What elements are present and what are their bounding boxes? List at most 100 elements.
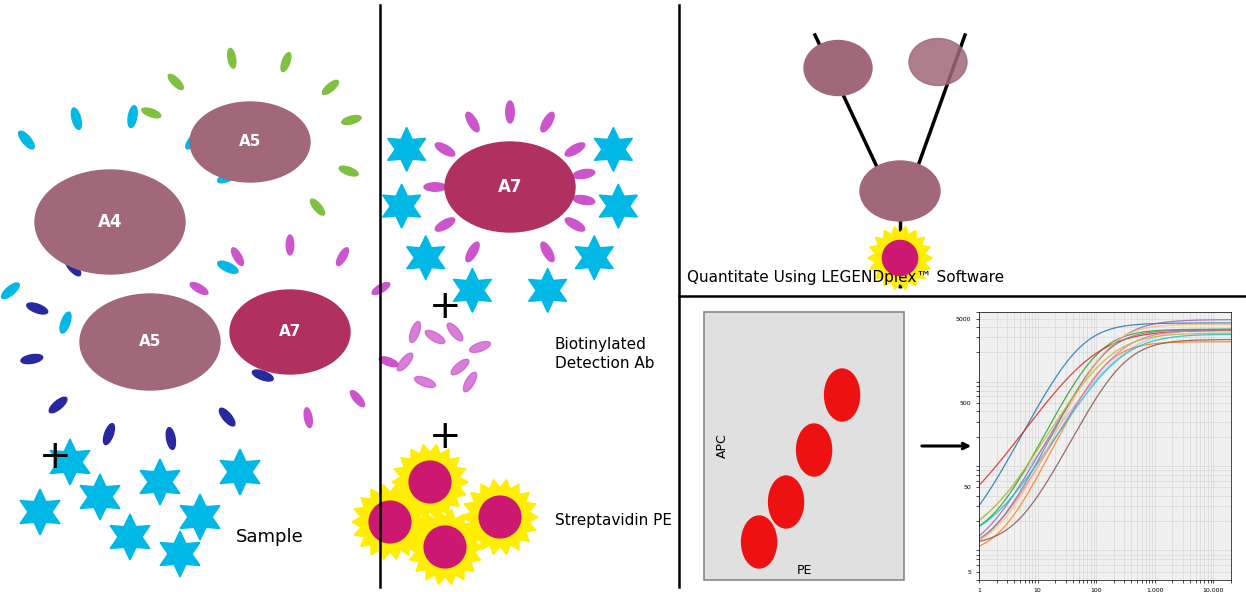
Ellipse shape [1,283,19,298]
Ellipse shape [218,261,238,274]
Ellipse shape [410,321,420,342]
Ellipse shape [573,195,594,205]
Text: +: + [39,438,71,476]
Ellipse shape [253,370,273,381]
Ellipse shape [339,166,358,176]
Ellipse shape [541,242,554,262]
Ellipse shape [573,169,594,179]
Ellipse shape [336,248,349,266]
Ellipse shape [415,377,435,388]
Ellipse shape [218,170,238,183]
Ellipse shape [447,323,462,341]
Ellipse shape [80,294,221,390]
Text: +: + [429,288,461,326]
Ellipse shape [480,496,521,538]
Polygon shape [388,127,426,171]
Text: A7: A7 [279,324,302,339]
Ellipse shape [323,81,339,94]
Text: APC: APC [715,433,729,458]
Ellipse shape [287,235,294,255]
Ellipse shape [435,218,455,231]
Text: Streptavidin PE: Streptavidin PE [554,513,672,527]
Text: +: + [429,418,461,456]
Ellipse shape [451,359,468,375]
Ellipse shape [506,101,515,123]
Ellipse shape [566,218,584,231]
Ellipse shape [35,170,184,274]
Ellipse shape [466,242,480,262]
Ellipse shape [860,161,939,221]
Ellipse shape [282,53,290,72]
Ellipse shape [350,391,365,407]
Ellipse shape [910,38,967,85]
Polygon shape [406,236,445,279]
Polygon shape [407,510,483,584]
Text: PE: PE [796,564,811,577]
Text: Sample: Sample [237,528,304,546]
Ellipse shape [142,108,161,118]
Polygon shape [576,236,613,279]
Polygon shape [383,184,421,228]
Text: Quantitate Using LEGENDplex™ Software: Quantitate Using LEGENDplex™ Software [687,271,1004,285]
Ellipse shape [228,49,235,68]
Ellipse shape [71,108,81,129]
Polygon shape [110,514,150,560]
Ellipse shape [409,461,451,503]
Ellipse shape [219,408,235,426]
Polygon shape [599,184,638,228]
Ellipse shape [191,282,208,294]
FancyBboxPatch shape [704,312,905,580]
Polygon shape [20,489,60,535]
Polygon shape [140,459,179,505]
Ellipse shape [470,342,491,352]
Ellipse shape [128,106,137,127]
Text: A5: A5 [138,334,161,349]
Text: Biotinylated
Detection Ab: Biotinylated Detection Ab [554,337,654,371]
Ellipse shape [741,516,776,568]
Polygon shape [50,439,90,485]
Ellipse shape [304,408,313,427]
Ellipse shape [424,526,466,568]
Ellipse shape [103,424,115,445]
Ellipse shape [27,303,47,314]
Polygon shape [159,531,199,577]
Ellipse shape [186,131,202,149]
Ellipse shape [258,320,279,330]
Ellipse shape [566,143,584,156]
Ellipse shape [341,115,361,124]
Ellipse shape [424,183,446,191]
Ellipse shape [373,282,390,294]
Ellipse shape [369,501,411,543]
Ellipse shape [189,102,310,182]
Polygon shape [353,485,427,559]
Ellipse shape [232,248,243,266]
Ellipse shape [769,476,804,528]
Ellipse shape [21,355,42,363]
Polygon shape [528,268,567,313]
Ellipse shape [435,143,455,156]
Polygon shape [221,449,260,495]
Polygon shape [462,480,538,555]
Ellipse shape [168,75,183,89]
Ellipse shape [825,369,860,421]
Polygon shape [181,494,219,540]
Ellipse shape [445,142,574,232]
Polygon shape [392,445,468,519]
Ellipse shape [796,424,831,476]
Text: A5: A5 [239,134,262,150]
Polygon shape [80,474,120,520]
Ellipse shape [466,112,480,132]
Ellipse shape [60,312,71,333]
Ellipse shape [804,40,872,95]
Polygon shape [594,127,633,171]
Ellipse shape [49,397,67,413]
Polygon shape [454,268,491,313]
Ellipse shape [231,290,350,374]
Ellipse shape [882,240,917,276]
Polygon shape [868,227,932,289]
Ellipse shape [425,330,445,343]
Ellipse shape [65,258,81,276]
Ellipse shape [166,427,176,449]
Ellipse shape [541,112,554,132]
Ellipse shape [397,353,412,371]
